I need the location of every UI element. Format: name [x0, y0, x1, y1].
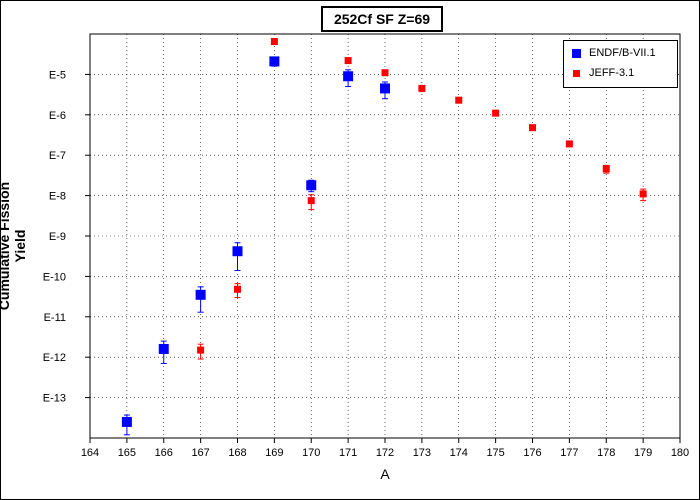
y-axis-label: Cumulative Fission Yield: [0, 181, 28, 311]
grid: [90, 34, 680, 438]
legend-item-endf: ENDF/B-VII.1: [572, 47, 656, 59]
x-tick-label: 172: [376, 447, 394, 459]
legend-item-jeff: JEFF-3.1: [572, 67, 634, 79]
x-tick-label: 174: [450, 447, 468, 459]
data-point: [307, 197, 315, 205]
data-point: [343, 71, 354, 82]
x-tick-label: 180: [671, 447, 689, 459]
y-tick-label: E-7: [49, 150, 66, 162]
x-tick-label: 179: [634, 447, 652, 459]
data-point: [234, 285, 241, 293]
data-point: [195, 289, 206, 300]
x-tick-label: 175: [486, 447, 504, 459]
series-endf: [121, 56, 390, 436]
data-point: [492, 109, 500, 117]
x-tick-label: 171: [339, 447, 357, 459]
data-point: [121, 416, 132, 427]
data-point: [381, 69, 389, 77]
data-point: [455, 96, 463, 104]
data-point: [344, 57, 352, 65]
data-point: [639, 190, 647, 198]
legend-marker-jeff: [573, 69, 580, 77]
y-axis-ticks: E-5 E-6 E-7 E-8 E-9 E-10 E-11 E-12 E-13: [43, 69, 90, 405]
data-point: [158, 343, 169, 354]
legend: ENDF/B-VII.1 JEFF-3.1: [563, 40, 678, 88]
x-tick-label: 170: [302, 447, 320, 459]
x-tick-label: 164: [81, 447, 99, 459]
y-tick-label: E-8: [49, 191, 66, 203]
x-tick-label: 165: [118, 447, 136, 459]
data-point: [270, 38, 278, 46]
data-point: [380, 83, 390, 94]
x-tick-label: 178: [597, 447, 615, 459]
x-axis-label: A: [380, 466, 390, 482]
x-tick-label: 166: [155, 447, 173, 459]
x-tick-label: 169: [265, 447, 283, 459]
data-point: [197, 346, 205, 354]
data-point: [232, 246, 243, 257]
x-tick-label: 173: [413, 447, 431, 459]
chart-title: 252Cf SF Z=69: [321, 6, 443, 32]
y-tick-label: E-12: [43, 352, 66, 364]
data-point: [306, 180, 317, 191]
y-tick-label: E-11: [44, 312, 66, 324]
x-tick-label: 176: [523, 447, 541, 459]
x-tick-label: 168: [228, 447, 246, 459]
series-jeff: [197, 38, 647, 360]
x-tick-label: 177: [560, 447, 578, 459]
legend-label-jeff: JEFF-3.1: [589, 67, 635, 79]
legend-label-endf: ENDF/B-VII.1: [589, 47, 656, 59]
data-point: [602, 165, 610, 173]
y-tick-label: E-13: [43, 393, 66, 405]
data-point: [565, 140, 573, 148]
data-series: [121, 38, 647, 436]
data-point: [529, 124, 536, 132]
legend-marker-endf: [572, 48, 581, 58]
x-tick-label: 167: [191, 447, 209, 459]
data-point: [418, 84, 426, 92]
y-tick-label: E-10: [43, 271, 66, 283]
y-tick-label: E-5: [49, 69, 66, 81]
x-axis-ticks: 164 165 166 167 168 169 170 171 172 173 174 175 176 1…: [81, 438, 689, 459]
data-point: [269, 56, 280, 67]
y-tick-label: E-6: [49, 110, 66, 122]
y-tick-label: E-9: [49, 231, 66, 243]
